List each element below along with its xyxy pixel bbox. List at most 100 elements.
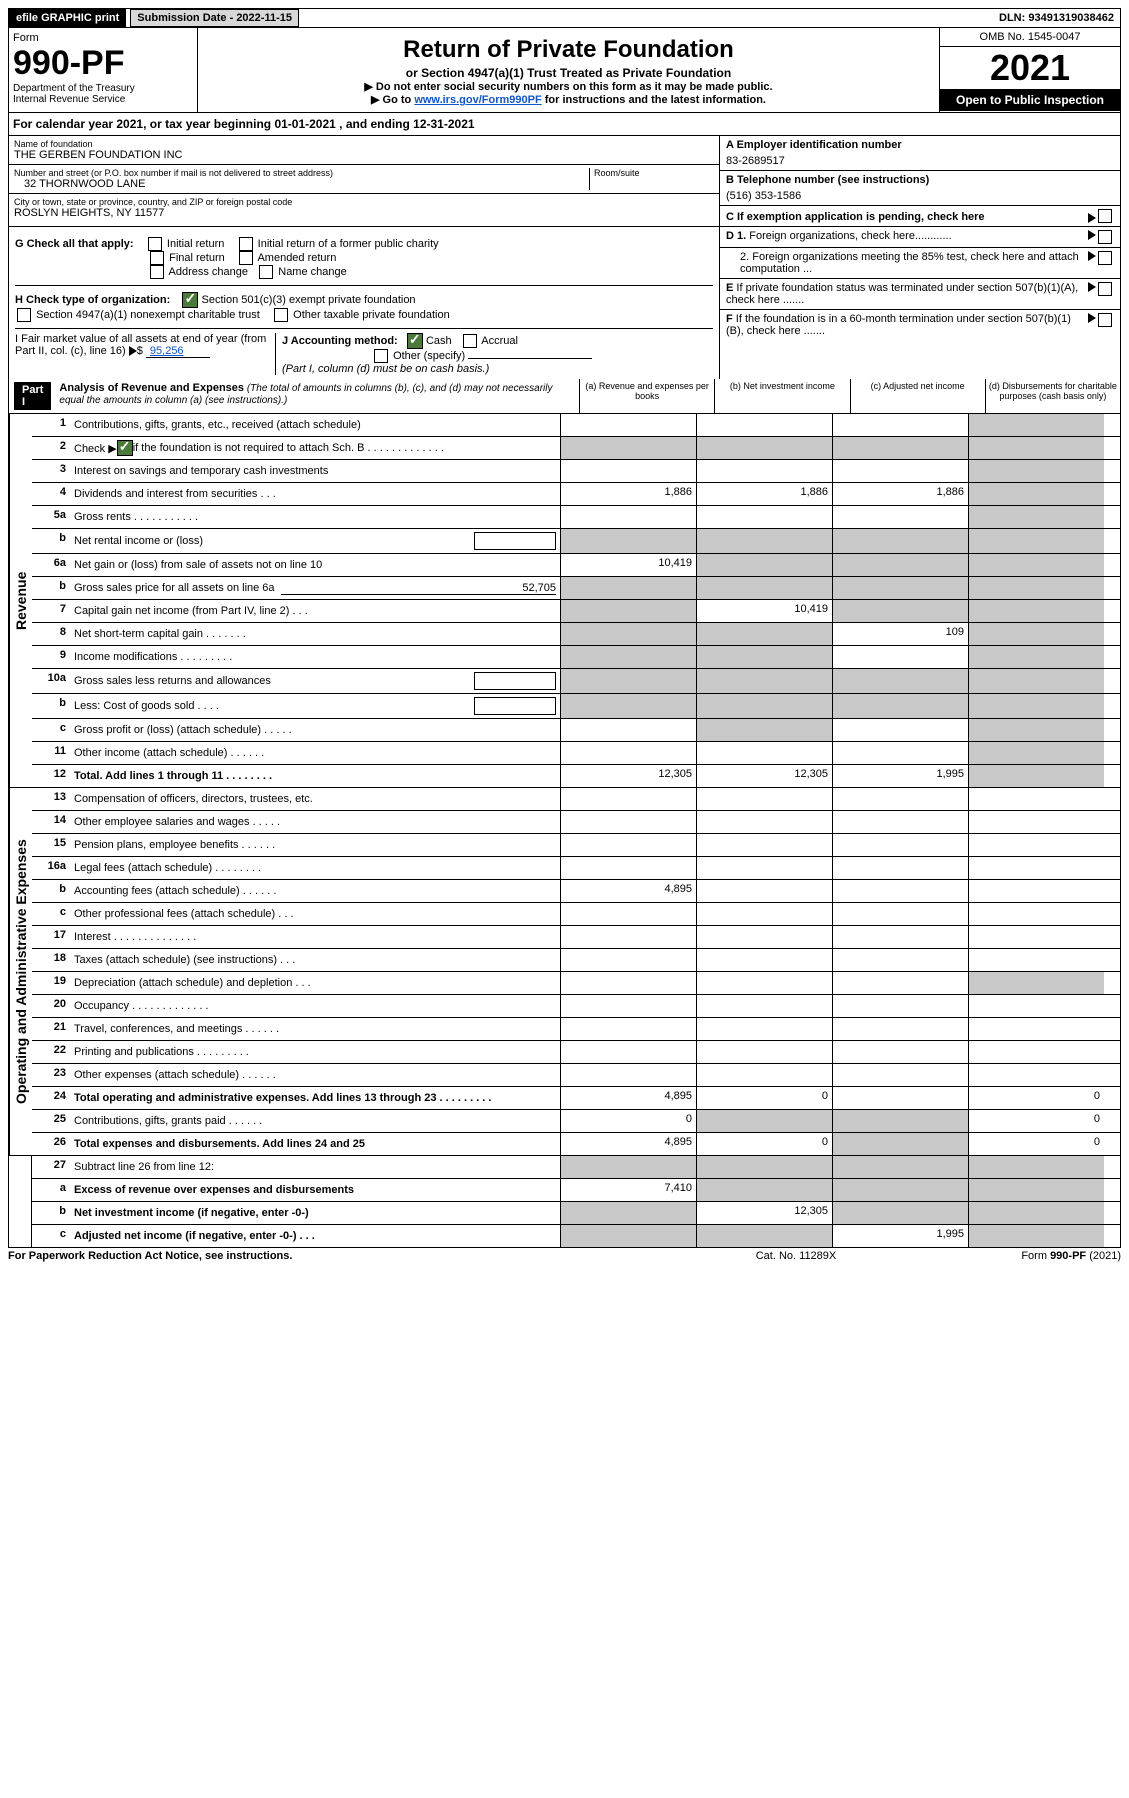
g-h-block: G Check all that apply: Initial return I… xyxy=(8,227,1121,379)
note2-post: for instructions and the latest informat… xyxy=(542,94,766,106)
line-no: b xyxy=(32,880,70,902)
phone-cell: B Telephone number (see instructions) (5… xyxy=(720,171,1120,206)
line-2: 2Check ▶ if the foundation is not requir… xyxy=(32,437,1120,460)
line-desc: Compensation of officers, directors, tru… xyxy=(70,788,560,810)
line-no: b xyxy=(32,1202,70,1224)
j-other-input[interactable] xyxy=(468,358,592,359)
f-checkbox[interactable] xyxy=(1098,313,1112,327)
col-a: 1,886 xyxy=(560,483,696,505)
j-note: (Part I, column (d) must be on cash basi… xyxy=(282,363,489,375)
col-a: 10,419 xyxy=(560,554,696,576)
line-desc: Check ▶ if the foundation is not require… xyxy=(70,437,560,459)
col-a xyxy=(560,529,696,553)
col-b xyxy=(696,949,832,971)
header-center: Return of Private Foundation or Section … xyxy=(198,28,939,112)
g-final-checkbox[interactable] xyxy=(150,251,164,265)
j-other-checkbox[interactable] xyxy=(374,349,388,363)
j-other: Other (specify) xyxy=(393,350,465,362)
line-no: 26 xyxy=(32,1133,70,1155)
e-cell: E E If private foundation status was ter… xyxy=(720,279,1120,310)
col-a: 12,305 xyxy=(560,765,696,787)
efile-badge[interactable]: efile GRAPHIC print xyxy=(9,9,126,27)
col-b xyxy=(696,554,832,576)
form-title: Return of Private Foundation xyxy=(204,36,933,64)
line-desc: Accounting fees (attach schedule) . . . … xyxy=(70,880,560,902)
g-opt-3: Amended return xyxy=(257,252,336,264)
line-no: 6a xyxy=(32,554,70,576)
name-label: Name of foundation xyxy=(14,139,714,149)
col-b xyxy=(696,1179,832,1201)
col-c: 1,995 xyxy=(832,1225,968,1247)
col-a xyxy=(560,811,696,833)
g-address-checkbox[interactable] xyxy=(150,265,164,279)
line-no: 25 xyxy=(32,1110,70,1132)
info-left: Name of foundation THE GERBEN FOUNDATION… xyxy=(9,136,719,226)
col-c xyxy=(832,669,968,693)
e-checkbox[interactable] xyxy=(1098,282,1112,296)
col-d xyxy=(968,742,1104,764)
g-amended-checkbox[interactable] xyxy=(239,251,253,265)
h-4947-checkbox[interactable] xyxy=(17,308,31,322)
line-17: 17Interest . . . . . . . . . . . . . . xyxy=(32,926,1120,949)
col-b xyxy=(696,880,832,902)
col-b xyxy=(696,1225,832,1247)
col-d xyxy=(968,811,1104,833)
line-no: b xyxy=(32,577,70,599)
col-d xyxy=(968,437,1104,459)
col-a: 7,410 xyxy=(560,1179,696,1201)
line-14: 14Other employee salaries and wages . . … xyxy=(32,811,1120,834)
col-d xyxy=(968,926,1104,948)
col-b xyxy=(696,646,832,668)
line-no: 2 xyxy=(32,437,70,459)
col-d: 0 xyxy=(968,1110,1104,1132)
d2-checkbox[interactable] xyxy=(1098,251,1112,265)
revenue-table: Revenue 1Contributions, gifts, grants, e… xyxy=(8,414,1121,788)
g-name-checkbox[interactable] xyxy=(259,265,273,279)
pending-checkbox[interactable] xyxy=(1098,209,1112,223)
schb-checkbox[interactable] xyxy=(117,440,133,456)
top-bar: efile GRAPHIC print Submission Date - 20… xyxy=(8,8,1121,28)
form-number: 990-PF xyxy=(13,44,193,83)
form-subtitle: or Section 4947(a)(1) Trust Treated as P… xyxy=(204,66,933,80)
g-initial-checkbox[interactable] xyxy=(148,237,162,251)
col-c xyxy=(832,903,968,925)
i-value[interactable]: 95,256 xyxy=(146,345,210,358)
line-21: 21Travel, conferences, and meetings . . … xyxy=(32,1018,1120,1041)
col-a xyxy=(560,669,696,693)
d1-checkbox[interactable] xyxy=(1098,230,1112,244)
col-c xyxy=(832,788,968,810)
col-d: 0 xyxy=(968,1133,1104,1155)
line-4: 4Dividends and interest from securities … xyxy=(32,483,1120,506)
col-d xyxy=(968,857,1104,879)
j-cash-checkbox[interactable] xyxy=(407,333,423,349)
col-b xyxy=(696,742,832,764)
line-b: bNet rental income or (loss) xyxy=(32,529,1120,554)
col-b xyxy=(696,1018,832,1040)
h-501-checkbox[interactable] xyxy=(182,292,198,308)
col-b xyxy=(696,972,832,994)
j-accrual-checkbox[interactable] xyxy=(463,334,477,348)
line-24: 24Total operating and administrative exp… xyxy=(32,1087,1120,1110)
col-a xyxy=(560,1064,696,1086)
col-c xyxy=(832,1018,968,1040)
col-a xyxy=(560,1018,696,1040)
col-a xyxy=(560,1041,696,1063)
room-label: Room/suite xyxy=(594,168,714,178)
irs-link[interactable]: www.irs.gov/Form990PF xyxy=(414,94,541,106)
col-a xyxy=(560,995,696,1017)
j-accrual: Accrual xyxy=(481,335,518,347)
col-d xyxy=(968,694,1104,718)
col-b xyxy=(696,623,832,645)
phone-label: B Telephone number (see instructions) xyxy=(726,174,1114,186)
col-c xyxy=(832,1110,968,1132)
line-desc: Excess of revenue over expenses and disb… xyxy=(70,1179,560,1201)
footer-left: For Paperwork Reduction Act Notice, see … xyxy=(8,1250,671,1262)
line-b: bGross sales price for all assets on lin… xyxy=(32,577,1120,600)
g-initial-former-checkbox[interactable] xyxy=(239,237,253,251)
h-other-checkbox[interactable] xyxy=(274,308,288,322)
line-no: c xyxy=(32,719,70,741)
col-a xyxy=(560,834,696,856)
col-c xyxy=(832,1087,968,1109)
col-d xyxy=(968,880,1104,902)
col-c xyxy=(832,972,968,994)
